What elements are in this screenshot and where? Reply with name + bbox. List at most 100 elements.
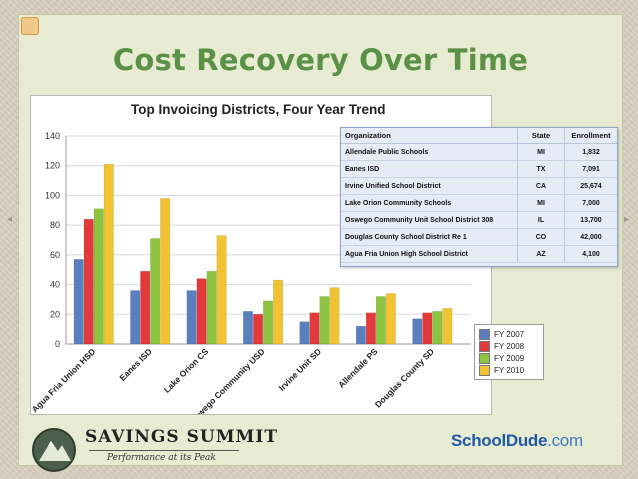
chart-frame: Top Invoicing Districts, Four Year Trend… xyxy=(30,95,618,415)
legend-swatch xyxy=(479,352,490,364)
brand-divider xyxy=(89,450,239,451)
cell-state: TX xyxy=(517,160,565,178)
bar xyxy=(442,308,453,345)
mountain-logo-icon xyxy=(32,428,76,472)
brand-left-tagline: Performance at its Peak xyxy=(107,453,216,463)
cell-enrollment: 7,091 xyxy=(564,160,617,178)
table-row: Oswego Community Unit School District 30… xyxy=(341,211,617,229)
cell-state: MI xyxy=(517,194,565,212)
bar xyxy=(365,312,376,345)
table-row: Eanes ISD TX 7,091 xyxy=(341,160,617,178)
cell-organization: Agua Fria Union High School District xyxy=(341,245,518,263)
table-header-enrollment: Enrollment xyxy=(564,128,617,144)
bar xyxy=(150,238,161,345)
legend-label: FY 2007 xyxy=(494,329,525,339)
cell-state: CA xyxy=(517,177,565,195)
table-header-row: Organization State Enrollment xyxy=(341,128,617,144)
cell-organization: Oswego Community Unit School District 30… xyxy=(341,211,518,229)
legend-item: FY 2007 xyxy=(479,328,539,340)
bar xyxy=(253,314,264,345)
bar xyxy=(432,311,443,345)
schooldude-logo: SchoolDude.com xyxy=(451,431,583,451)
bar xyxy=(73,259,84,345)
legend-item: FY 2008 xyxy=(479,340,539,352)
table-row: Douglas County School District Re 1 CO 42,… xyxy=(341,228,617,246)
x-tick-label: Lake Orion CS xyxy=(162,346,211,395)
bar xyxy=(93,208,104,345)
y-tick-label: 40 xyxy=(50,280,60,290)
legend-label: FY 2008 xyxy=(494,341,525,351)
bar xyxy=(160,198,171,345)
bar xyxy=(83,218,94,345)
cell-enrollment: 7,000 xyxy=(564,194,617,212)
cell-enrollment: 42,000 xyxy=(564,228,617,246)
x-tick-label: Agua Fria Union HSD xyxy=(31,346,97,414)
cell-organization: Allendale Public Schools xyxy=(341,143,518,161)
left-arrow-icon[interactable]: ◂ xyxy=(7,214,13,225)
bar xyxy=(196,278,207,345)
cell-enrollment: 4,100 xyxy=(564,245,617,263)
bar xyxy=(263,300,274,345)
bar xyxy=(243,311,254,345)
cell-state: IL xyxy=(517,211,565,229)
bar xyxy=(130,290,141,345)
cell-organization: Lake Orion Community Schools xyxy=(341,194,518,212)
bar-chart: 0 20 40 60 80 100 120 140 Agua Fria Union HSD Ean… xyxy=(31,131,471,414)
cell-state: AZ xyxy=(517,245,565,263)
cell-state: CO xyxy=(517,228,565,246)
bar xyxy=(385,293,396,345)
legend-label: FY 2009 xyxy=(494,353,525,363)
x-tick-label: Irvine Unit SD xyxy=(277,346,323,392)
cell-enrollment: 1,832 xyxy=(564,143,617,161)
legend-label: FY 2010 xyxy=(494,365,525,375)
schooldude-brand: SchoolDude xyxy=(451,431,548,450)
slide: ◂ ▸ Cost Recovery Over Time Top Invoicin… xyxy=(7,14,629,472)
slide-title: Cost Recovery Over Time xyxy=(112,43,529,77)
cell-organization: Eanes ISD xyxy=(341,160,518,178)
y-tick-label: 60 xyxy=(50,250,60,260)
x-tick-label: Allendale PS xyxy=(336,346,380,390)
cell-organization: Irvine Unified School District xyxy=(341,177,518,195)
x-tick-label: Douglas County SD xyxy=(373,346,436,409)
x-tick-label: Eanes ISD xyxy=(117,346,153,382)
bar xyxy=(309,312,320,345)
organization-table: Organization State Enrollment Allendale … xyxy=(340,127,618,267)
legend-swatch xyxy=(479,340,490,352)
table-header-state: State xyxy=(517,128,565,144)
bar xyxy=(355,325,366,345)
chart-title: Top Invoicing Districts, Four Year Trend xyxy=(131,102,386,117)
y-tick-label: 100 xyxy=(45,190,60,200)
bar xyxy=(329,287,340,345)
bar xyxy=(140,270,151,345)
schooldude-suffix: .com xyxy=(547,431,583,450)
legend-swatch xyxy=(479,328,490,340)
chart-legend: FY 2007 FY 2008 FY 2009 FY 2010 xyxy=(474,324,544,380)
y-tick-label: 20 xyxy=(50,309,60,319)
table-row: Lake Orion Community Schools MI 7,000 xyxy=(341,194,617,212)
brand-left-title: SAVINGS SUMMIT xyxy=(85,427,278,447)
table-row: Agua Fria Union High School District AZ 4,… xyxy=(341,245,617,263)
cell-enrollment: 13,700 xyxy=(564,211,617,229)
bar xyxy=(186,290,197,345)
bar xyxy=(273,279,284,345)
y-tick-label: 80 xyxy=(50,220,60,230)
savings-summit-logo: SAVINGS SUMMIT Performance at its Peak xyxy=(29,425,279,475)
bar xyxy=(412,318,423,345)
right-arrow-icon[interactable]: ▸ xyxy=(624,214,630,225)
bar xyxy=(299,321,310,345)
cell-enrollment: 25,674 xyxy=(564,177,617,195)
legend-swatch xyxy=(479,364,490,376)
slide-corner-tab-icon xyxy=(21,17,39,35)
y-tick-label: 0 xyxy=(55,339,60,349)
table-row: Irvine Unified School District CA 25,674 xyxy=(341,177,617,195)
bar xyxy=(206,270,217,345)
table-header-organization: Organization xyxy=(341,128,518,144)
bar xyxy=(375,296,386,345)
legend-item: FY 2009 xyxy=(479,352,539,364)
cell-organization: Douglas County School District Re 1 xyxy=(341,228,518,246)
bar xyxy=(216,235,227,345)
bar xyxy=(422,312,433,345)
bar xyxy=(319,296,330,345)
bar xyxy=(103,163,114,345)
legend-item: FY 2010 xyxy=(479,364,539,376)
